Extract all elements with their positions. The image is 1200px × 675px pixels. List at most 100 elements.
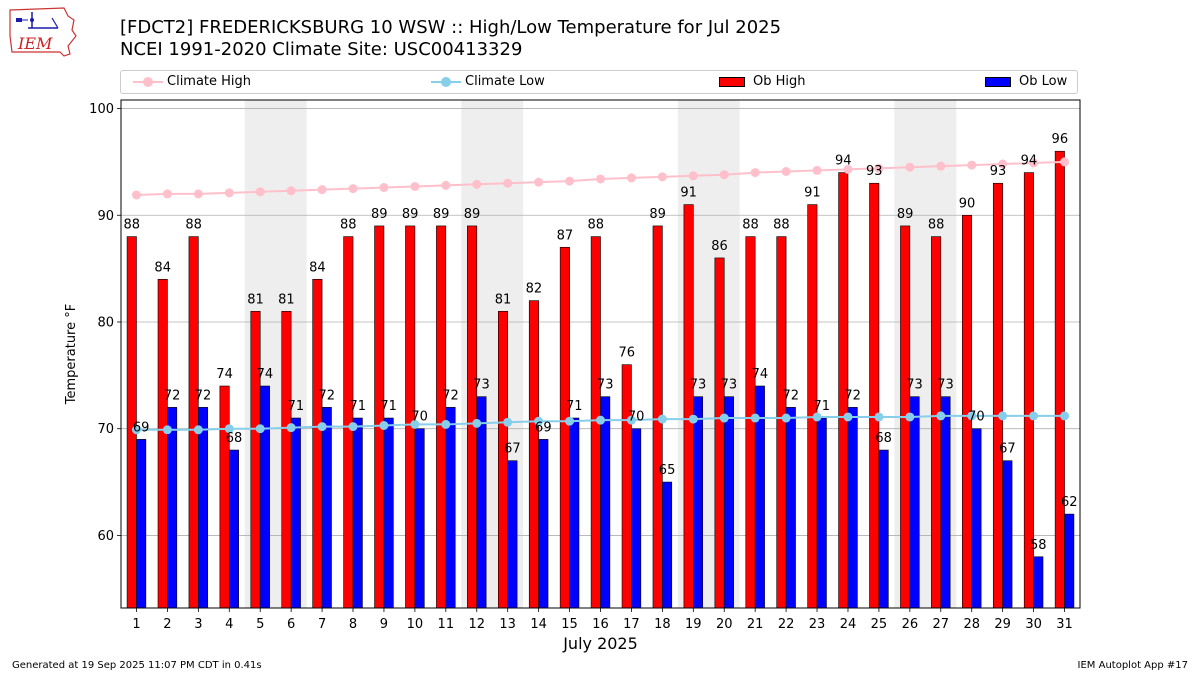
ob-low-bar — [136, 439, 147, 609]
ob-high-value-label: 91 — [804, 186, 821, 201]
chart-title: [FDCT2] FREDERICKSBURG 10 WSW :: High/Lo… — [120, 17, 782, 38]
ob-high-value-label: 89 — [649, 207, 666, 222]
ob-low-bar — [569, 417, 580, 609]
weekend-shade-band — [244, 100, 307, 608]
climate-high-point — [843, 164, 853, 174]
ob-low-bar — [878, 449, 889, 609]
climate-high-line — [136, 160, 1065, 196]
y-tick-label: 70 — [97, 422, 114, 437]
ob-low-value-label: 73 — [597, 378, 614, 393]
climate-low-point — [781, 413, 791, 423]
ob-low-swatch — [985, 77, 1011, 87]
climate-low-point — [534, 416, 544, 426]
ob-low-bar — [940, 396, 951, 609]
x-tick-label: 29 — [994, 617, 1011, 632]
climate-low-point — [688, 414, 698, 424]
x-tick-label: 9 — [380, 617, 388, 632]
ob-low-bar — [352, 417, 363, 609]
legend-label: Ob High — [753, 74, 806, 89]
climate-low-point — [657, 414, 667, 424]
x-tick-label: 30 — [1025, 617, 1042, 632]
ob-low-value-label: 70 — [411, 410, 428, 425]
ob-low-bar — [321, 407, 332, 609]
weekend-shade-band — [894, 100, 957, 608]
x-tick-label: 23 — [809, 617, 826, 632]
ob-high-bar — [683, 204, 694, 609]
ob-low-value-label: 71 — [813, 399, 830, 414]
ob-high-value-label: 81 — [247, 292, 264, 307]
climate-high-point — [688, 171, 698, 181]
ob-low-bar — [847, 407, 858, 609]
weekend-shading — [244, 100, 957, 608]
ob-high-bar — [1023, 172, 1034, 609]
ob-high-bar — [343, 236, 354, 609]
ob-high-bar — [250, 311, 261, 609]
ob-high-bar — [312, 278, 323, 609]
ob-high-value-label: 89 — [371, 207, 388, 222]
ob-low-bar — [445, 407, 456, 609]
ob-low-bar — [754, 385, 765, 609]
ob-high-value-label: 82 — [526, 282, 543, 297]
ob-high-bar — [467, 225, 478, 609]
ob-low-bar — [476, 396, 487, 609]
x-axis-label: July 2025 — [562, 634, 638, 653]
climate-low-point — [317, 422, 327, 432]
climate-low-point — [255, 424, 265, 434]
x-tick-label: 11 — [438, 617, 455, 632]
climate-high-point — [936, 161, 946, 171]
x-tick-label: 19 — [685, 617, 702, 632]
climate-low-point — [905, 412, 915, 422]
x-tick-label: 5 — [256, 617, 264, 632]
climate-low-point — [348, 422, 358, 432]
y-tick-label: 90 — [97, 209, 114, 224]
plot-frame — [120, 99, 1081, 609]
ob-low-value-label: 74 — [257, 367, 274, 382]
climate-high-point — [905, 162, 915, 172]
climate-high-point — [565, 176, 575, 186]
x-tick-label: 26 — [902, 617, 919, 632]
ob-high-bar — [807, 204, 818, 609]
ob-high-bar — [188, 236, 199, 609]
ob-low-bar — [290, 417, 301, 609]
ob-low-value-label: 71 — [349, 399, 366, 414]
legend-label: Climate High — [167, 74, 252, 89]
ob-high-value-label: 93 — [866, 164, 883, 179]
ob-low-value-label: 71 — [380, 399, 397, 414]
iem-logo: IEM — [9, 7, 77, 57]
climate-high-point — [348, 184, 358, 194]
ob-high-bar — [900, 225, 911, 609]
ob-high-bar — [992, 182, 1003, 609]
climate-low-point — [719, 413, 729, 423]
climate-low-point — [379, 421, 389, 431]
weather-station-icon — [16, 12, 59, 29]
ob-low-value-label: 72 — [442, 388, 459, 403]
climate-high-point — [874, 163, 884, 173]
x-tick-label: 28 — [963, 617, 980, 632]
climate-high-point — [131, 190, 141, 200]
ob-high-value-label: 93 — [990, 164, 1007, 179]
ob-high-bar — [745, 236, 756, 609]
climate-high-point — [441, 180, 451, 190]
x-tick-label: 24 — [840, 617, 857, 632]
x-tick-label: 2 — [163, 617, 171, 632]
x-tick-label: 25 — [871, 617, 888, 632]
climate-high-point — [812, 165, 822, 175]
ob-high-value-label: 91 — [680, 186, 697, 201]
climate-low-point — [410, 419, 420, 429]
ob-high-value-label: 86 — [711, 239, 728, 254]
x-tick-label: 1 — [132, 617, 140, 632]
climate-low-point — [224, 424, 234, 434]
climate-high-point — [503, 178, 513, 188]
ob-high-value-label: 88 — [742, 218, 759, 233]
ob-low-value-label: 73 — [690, 378, 707, 393]
ob-low-value-label: 74 — [752, 367, 769, 382]
x-tick-label: 14 — [530, 617, 547, 632]
x-tick-label: 10 — [407, 617, 424, 632]
x-tick-label: 4 — [225, 617, 233, 632]
ob-low-value-label: 72 — [319, 388, 336, 403]
y-tick-label: 60 — [97, 529, 114, 544]
ob-high-value-label: 87 — [557, 228, 574, 243]
climate-high-point — [317, 185, 327, 195]
climate-high-point — [379, 183, 389, 193]
x-tick-label: 20 — [716, 617, 733, 632]
